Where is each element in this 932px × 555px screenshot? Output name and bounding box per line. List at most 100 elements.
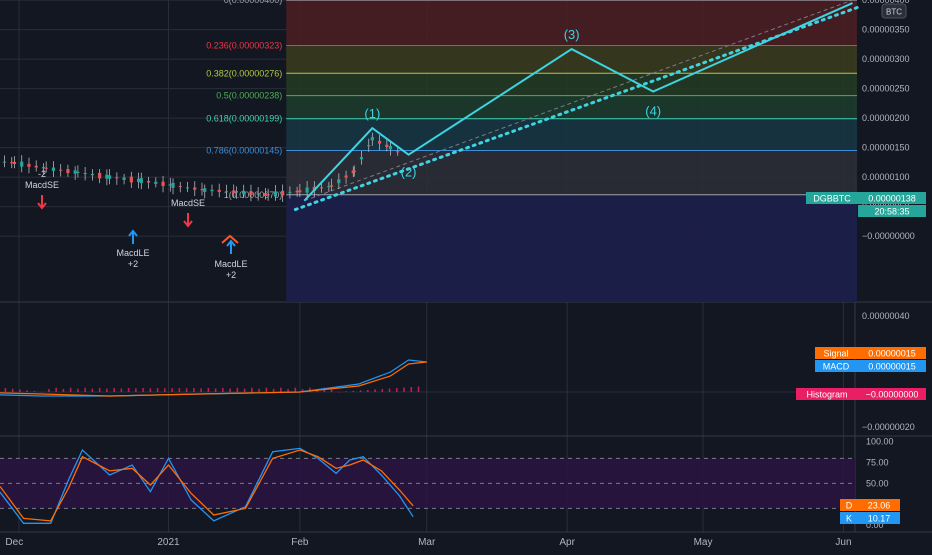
candle-body <box>178 186 182 188</box>
candle-body <box>34 165 38 168</box>
macd-axis-label[interactable]: 0.00000040 <box>862 311 910 321</box>
candle-body <box>295 190 299 193</box>
candle-body <box>90 173 94 176</box>
k-tag-label-bg <box>840 512 858 524</box>
price-tag-bg <box>858 192 926 204</box>
fib-level-label: 0.382(0.00000276) <box>206 68 282 78</box>
price-axis-label[interactable]: 0.00000200 <box>862 113 910 123</box>
stoch-axis-label[interactable]: 75.00 <box>866 458 889 468</box>
macd-histogram-bar <box>258 388 260 392</box>
macd-line-signal <box>0 361 427 397</box>
macd-indicator <box>0 359 855 397</box>
currency-badge[interactable] <box>881 3 907 19</box>
wave-path <box>303 2 853 202</box>
candle-body <box>105 174 109 179</box>
candle-body <box>98 172 102 179</box>
time-axis-label[interactable]: Jun <box>835 537 851 548</box>
candle-body <box>83 173 87 175</box>
macd-histogram-bar <box>251 387 253 392</box>
macd-histogram-bar <box>156 388 159 392</box>
candle-body <box>210 189 214 192</box>
signal-label: +2 <box>128 259 138 269</box>
candle-body <box>200 189 204 191</box>
countdown: 20:58:35 <box>874 207 909 217</box>
fib-level-label: 0.618(0.00000199) <box>206 114 282 124</box>
symbol-tag-bg <box>806 192 858 204</box>
macd-histogram-bar <box>345 391 347 392</box>
candle-body <box>298 190 302 193</box>
macd-histogram-bar <box>142 388 144 392</box>
fib-zone <box>286 0 858 46</box>
elliott-wave-projection[interactable]: (1)(2)(3)(4)(5) <box>293 0 864 212</box>
macd-histogram-bar <box>69 387 72 392</box>
time-axis-label[interactable]: Mar <box>418 537 436 548</box>
candle-body <box>115 177 119 179</box>
candle-body <box>27 163 31 167</box>
macd-histogram-bar <box>149 388 152 392</box>
macd-histogram-bar <box>55 387 57 392</box>
price-axis-label[interactable]: 0.00000100 <box>862 172 910 182</box>
price-axis-label[interactable]: 0.00000250 <box>862 84 910 94</box>
d-tag-label: D <box>846 501 853 511</box>
time-axis-label[interactable]: 2021 <box>157 537 180 548</box>
macd-histogram-bar <box>127 387 130 392</box>
stoch-axis-label[interactable]: 100.00 <box>866 437 894 447</box>
price-axis-label[interactable]: 0.00000300 <box>862 54 910 64</box>
candle-body <box>168 184 172 186</box>
macd-histogram-bar <box>48 388 50 392</box>
candle-body <box>367 145 371 147</box>
macd-histogram-bar <box>207 387 210 392</box>
candle-body <box>388 146 393 150</box>
price-axis-label[interactable]: 0.00000400 <box>862 0 910 5</box>
macd-histogram-bar <box>135 388 137 392</box>
candle-body <box>193 187 197 190</box>
candle-body <box>41 167 46 169</box>
macd-histogram-bar <box>214 388 217 392</box>
price-axis-label[interactable]: −0.00000000 <box>862 231 915 241</box>
macd-histogram-bar <box>19 389 21 392</box>
signal-label: MacdLE <box>116 248 149 258</box>
wave-label: (3) <box>564 27 580 42</box>
histogram-tag-value-bg <box>858 388 926 400</box>
price-axis-label[interactable]: 0.00000150 <box>862 143 910 153</box>
macd-axis[interactable]: 0.00000040 −0.00000020 <box>862 311 915 432</box>
candle-body <box>139 178 143 184</box>
time-axis-label[interactable]: May <box>694 537 713 548</box>
candle-body <box>352 170 356 172</box>
candle-body <box>146 180 151 183</box>
macd-histogram-bar <box>193 388 195 392</box>
time-axis-label[interactable]: Apr <box>559 537 575 548</box>
stoch-axis-label[interactable]: 0.00 <box>866 520 884 530</box>
candle-body <box>396 151 400 153</box>
candle-body <box>234 191 239 193</box>
macd-tag-value: 0.00000015 <box>868 362 916 372</box>
buy-arrow-icon <box>226 239 236 254</box>
currency-badge-label: BTC <box>886 8 902 17</box>
macd-tag-label-bg <box>815 360 858 372</box>
candle-body <box>108 175 112 179</box>
macd-histogram-bar <box>120 388 123 392</box>
last-price-tag: DGBBTC 0.00000138 20:58:35 <box>806 192 926 217</box>
candle-body <box>161 181 165 187</box>
candle-body <box>377 140 382 144</box>
wave-label: (1) <box>364 106 380 121</box>
wave-channel-dotted <box>293 4 864 212</box>
macd-axis-label[interactable]: −0.00000020 <box>862 422 915 432</box>
macd-histogram-bar <box>26 390 28 392</box>
macd-histogram-bar <box>294 387 297 392</box>
macd-histogram-bar <box>236 387 239 392</box>
macd-histogram-bar <box>4 388 7 392</box>
macd-value-tags: Signal 0.00000015 MACD 0.00000015 Histog… <box>796 347 926 400</box>
fibonacci-retracement[interactable]: 0(0.00000400) 0.236(0.00000323) 0.382(0.00… <box>206 0 858 302</box>
candle-body <box>242 190 246 195</box>
time-axis-label[interactable]: Dec <box>5 537 23 548</box>
macd-histogram-bar <box>113 387 115 392</box>
time-axis-label[interactable]: Feb <box>291 537 309 548</box>
stoch-axis-label[interactable]: 50.00 <box>866 478 889 488</box>
price-axis-label[interactable]: 0.00000350 <box>862 25 910 35</box>
macd-histogram-bar <box>359 390 362 392</box>
macd-histogram-bar <box>171 388 173 392</box>
time-axis[interactable]: Dec 2021 Feb Mar Apr May Jun <box>5 537 851 548</box>
